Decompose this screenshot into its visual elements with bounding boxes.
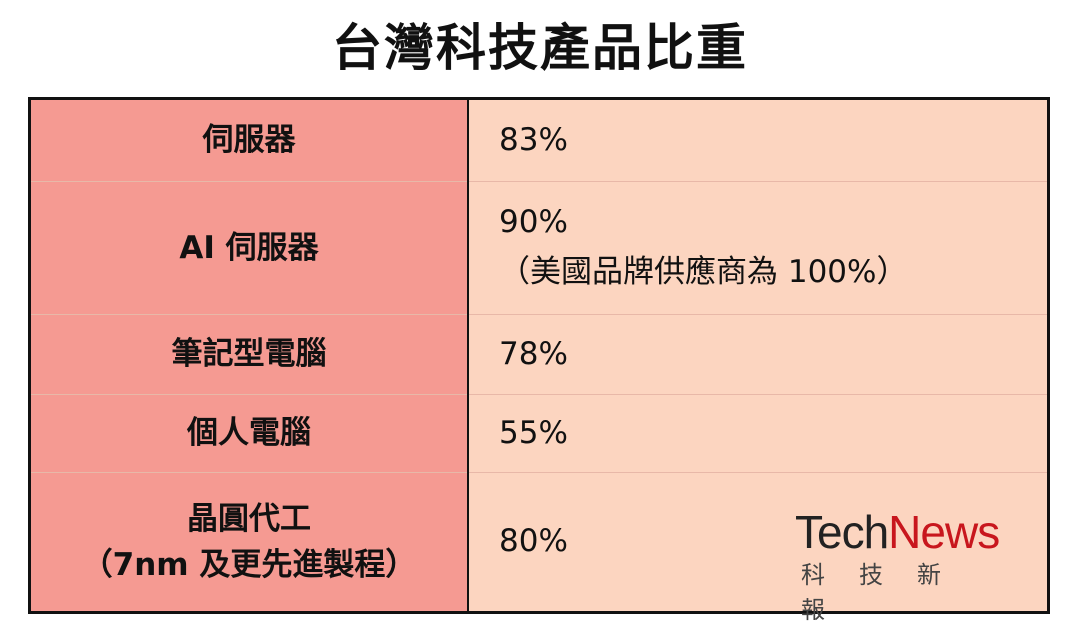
row-label: 個人電腦 [29,394,469,473]
label-line: 伺服器 [202,122,296,159]
logo-wordmark: TechNews [795,505,1025,559]
row-value: 55% [468,394,1049,473]
label-line: 筆記型電腦 [171,336,327,373]
logo-tech: Tech [795,506,889,558]
label-line: 個人電腦 [187,415,311,452]
table-row: AI 伺服器 90% （美國品牌供應商為 100%） [29,181,1049,315]
table-row: 個人電腦 55% [29,394,1049,473]
value-line: 83% [499,121,568,158]
row-label: AI 伺服器 [29,181,469,315]
table-row: 晶圓代工 （7nm 及更先進製程） 80% [29,472,1049,613]
label-line: AI 伺服器 [179,229,319,266]
page-title: 台灣科技產品比重 [332,18,748,77]
row-value: 90% （美國品牌供應商為 100%） [468,181,1049,315]
product-share-table: 伺服器 83% AI 伺服器 90% （美國品牌供應商為 100%） 筆記型電腦 … [28,97,1050,614]
row-label: 筆記型電腦 [29,314,469,395]
row-label: 伺服器 [29,98,469,182]
value-line: 90% [499,204,568,241]
technews-logo: TechNews 科技新報 [795,505,1025,625]
logo-news: News [888,506,1000,558]
row-value: 80% [468,472,1049,613]
row-value: 83% [468,98,1049,182]
table-row: 伺服器 83% [29,98,1049,182]
label-line: 晶圓代工 [187,500,311,537]
value-line: 80% [499,523,568,560]
row-label: 晶圓代工 （7nm 及更先進製程） [29,472,469,613]
table-row: 筆記型電腦 78% [29,314,1049,395]
logo-subtitle: 科技新報 [801,561,975,624]
value-line: 55% [499,414,568,451]
value-note: （美國品牌供應商為 100%） [499,254,908,290]
value-line: 78% [499,335,568,372]
row-value: 78% [468,314,1049,395]
label-line: （7nm 及更先進製程） [81,547,417,583]
